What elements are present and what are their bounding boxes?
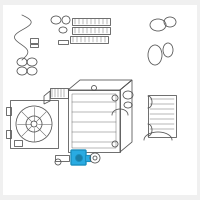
Bar xyxy=(72,18,110,25)
Bar xyxy=(72,94,116,148)
Bar xyxy=(58,40,68,44)
Bar xyxy=(148,95,176,137)
Bar xyxy=(14,140,22,146)
Bar xyxy=(85,155,90,161)
Bar xyxy=(10,100,58,148)
Ellipse shape xyxy=(76,154,83,162)
FancyBboxPatch shape xyxy=(71,150,86,165)
Bar xyxy=(72,27,110,34)
Bar xyxy=(68,90,120,152)
Bar xyxy=(30,38,38,43)
Bar xyxy=(70,36,108,43)
Bar xyxy=(6,107,11,115)
Bar xyxy=(6,130,11,138)
Bar xyxy=(55,155,69,161)
Bar xyxy=(50,88,68,98)
Bar xyxy=(30,44,38,47)
